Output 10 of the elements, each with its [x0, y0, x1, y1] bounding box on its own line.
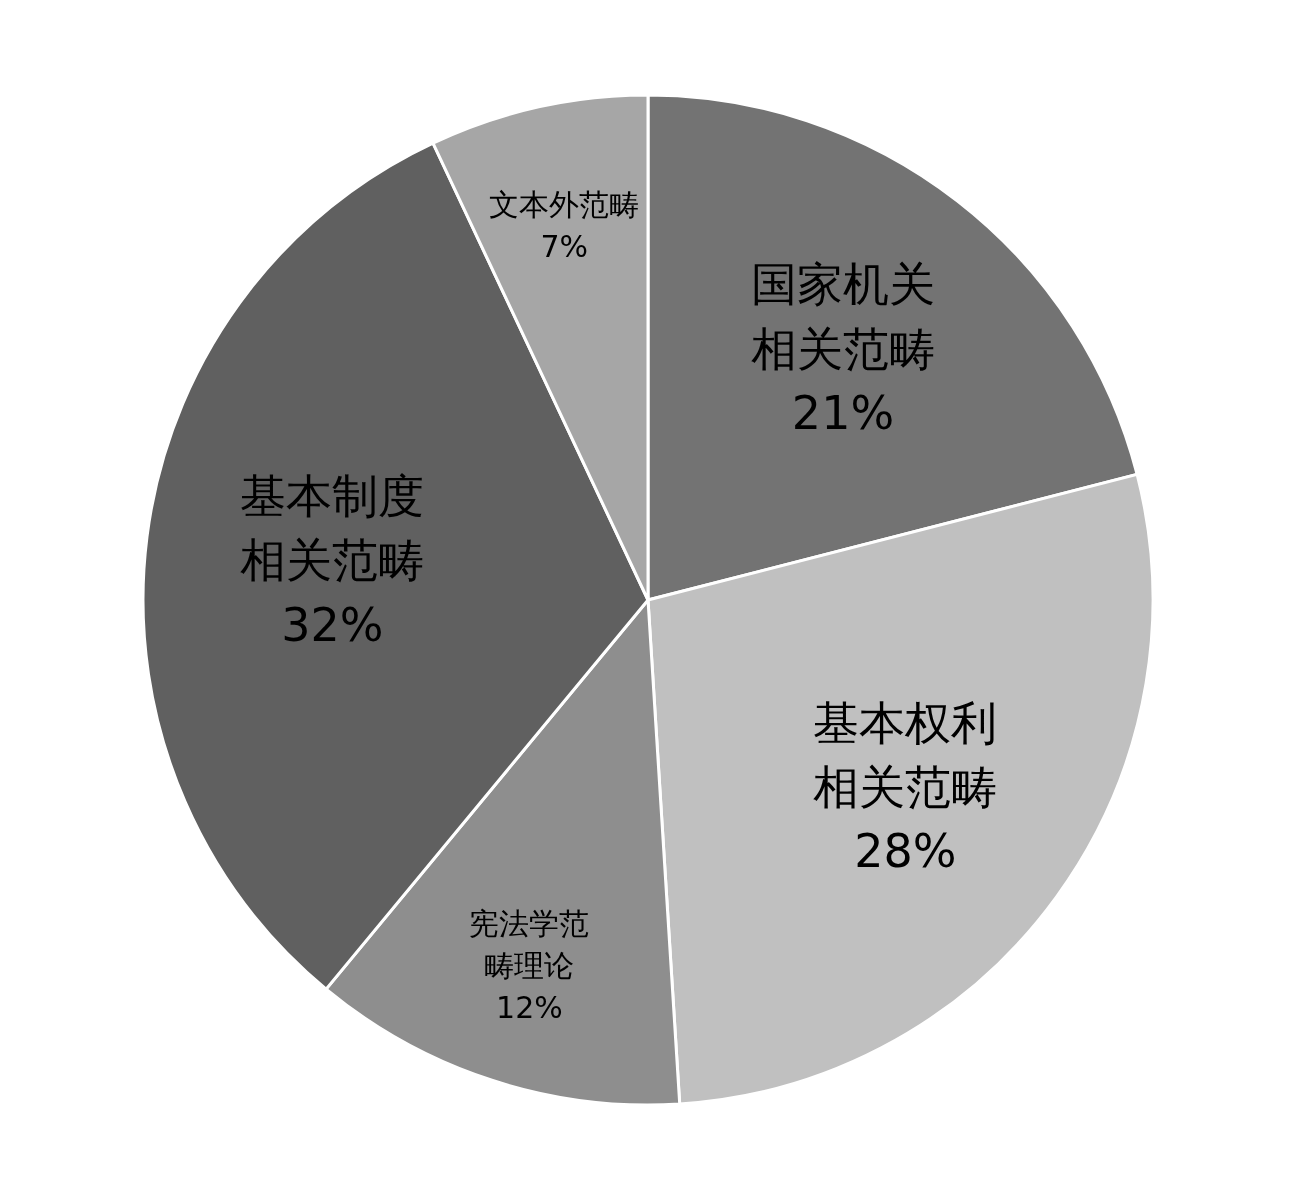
- data-label: 12%: [496, 989, 563, 1025]
- slice-label: 文本外范畴: [489, 186, 640, 222]
- data-label: 32%: [281, 597, 384, 652]
- slice-label: 国家机关相关范畴: [751, 257, 935, 376]
- slice-label: 基本权利相关范畴: [813, 695, 998, 814]
- slice-label: 基本制度相关范畴: [240, 468, 425, 588]
- data-label: 7%: [540, 228, 589, 264]
- data-label: 21%: [791, 386, 895, 441]
- data-label: 28%: [854, 824, 957, 879]
- slice-label: 宪法学范畴理论: [469, 905, 590, 983]
